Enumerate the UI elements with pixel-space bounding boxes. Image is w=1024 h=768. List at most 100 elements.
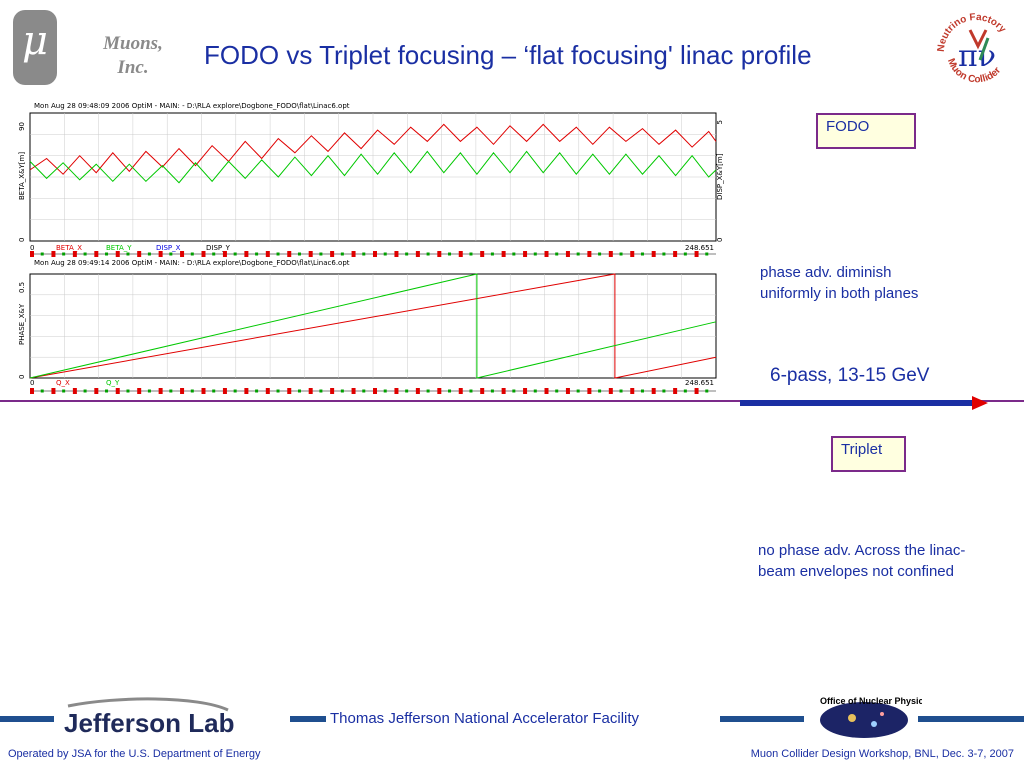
lattice-quad [72, 388, 77, 394]
lattice-element [319, 252, 323, 256]
phase-plot-header: Mon Aug 28 09:49:14 2006 OptiM - MAIN: -… [34, 259, 350, 267]
lattice-element [169, 252, 173, 256]
lattice-quad [158, 251, 163, 257]
lattice-element [405, 389, 409, 393]
lattice-quad [30, 251, 34, 257]
lattice-element [340, 389, 344, 393]
lattice-element [255, 389, 259, 393]
nuclear-physics-logo: Office of Nuclear Physics [820, 696, 922, 738]
lattice-quad [201, 251, 206, 257]
phase-plot: Mon Aug 28 09:49:14 2006 OptiM - MAIN: -… [18, 259, 717, 394]
lattice-quad [608, 251, 613, 257]
lattice-quad [523, 388, 528, 394]
lattice-quad [480, 388, 485, 394]
disp-ymin-label: 0 [716, 238, 724, 242]
lattice-quad [51, 388, 56, 394]
fodo-note-line-1: phase adv. diminish [760, 264, 892, 281]
lattice-quad [694, 251, 699, 257]
lattice-element [340, 252, 344, 256]
lattice-quad [72, 251, 77, 257]
beta-ymin-label: 0 [18, 238, 26, 242]
lattice-quad [330, 388, 335, 394]
lattice-element [512, 252, 516, 256]
legend-q-y: Q_Y [106, 379, 120, 387]
lattice-element [62, 389, 66, 393]
lattice-element [640, 389, 644, 393]
legend-beta-y: BETA_Y [106, 244, 132, 252]
lattice-quad [544, 251, 549, 257]
arrow-icon [740, 396, 988, 410]
lattice-element [576, 252, 580, 256]
phase-y-axis-label: PHASE_X&Y [18, 303, 26, 345]
lattice-element [490, 389, 494, 393]
muons-logo: μ [13, 10, 57, 85]
lattice-quad [501, 251, 506, 257]
lattice-quad [501, 388, 506, 394]
lattice-element [126, 389, 130, 393]
beta-xend-label: 248.651 [685, 244, 714, 252]
lattice-element [512, 389, 516, 393]
lattice-quad [115, 388, 120, 394]
section-divider [0, 400, 1024, 402]
lattice-quad [137, 251, 142, 257]
lattice-quad [351, 388, 356, 394]
lattice-quad [222, 388, 227, 394]
lattice-element [126, 252, 130, 256]
lattice-element [105, 389, 109, 393]
beta-xstart-label: 0 [30, 244, 34, 252]
fodo-note: phase adv. diminish uniformly in both pl… [760, 262, 918, 304]
lattice-element [40, 389, 44, 393]
lattice-quad [51, 251, 56, 257]
footer-bar-left [0, 716, 54, 722]
lattice-quad [30, 388, 34, 394]
lattice-element [469, 252, 473, 256]
lattice-element [83, 389, 87, 393]
beta-plot-grid [30, 113, 716, 241]
beta-ymax-label: 90 [18, 122, 26, 131]
slide-title: FODO vs Triplet focusing – ‘flat focusin… [204, 40, 812, 70]
lattice-element [662, 389, 666, 393]
footer-right-text: Muon Collider Design Workshop, BNL, Dec.… [750, 748, 1014, 760]
triplet-label-box: Triplet [831, 436, 906, 472]
lattice-quad [630, 388, 635, 394]
lattice-quad [265, 251, 270, 257]
lattice-element [147, 252, 151, 256]
fodo-note-line-2: uniformly in both planes [760, 285, 919, 302]
series-beta-y [29, 150, 717, 184]
lattice-quad [394, 251, 399, 257]
disp-ymax-label: 5 [716, 120, 724, 124]
jlab-name: Jefferson Lab [64, 708, 235, 738]
triplet-note: no phase adv. Across the linac- beam env… [758, 540, 965, 582]
lattice-element [319, 389, 323, 393]
lattice-element [705, 389, 709, 393]
onp-text: Office of Nuclear Physics [820, 696, 922, 706]
neutrino-factory-logo: Neutrino Factory Muon Collider πν [936, 12, 1008, 85]
lattice-element [533, 252, 537, 256]
lattice-quad [373, 251, 377, 257]
disp-y-axis-label: DISP_X&Y[m] [716, 153, 724, 200]
lattice-element [362, 389, 366, 393]
lattice-quad [694, 388, 699, 394]
lattice-quad [587, 388, 592, 394]
footer-left-text: Operated by JSA for the U.S. Department … [8, 748, 261, 760]
lattice-element [62, 252, 66, 256]
lattice-element [426, 389, 430, 393]
footer-bar-mid-left [290, 716, 326, 722]
legend-beta-x: BETA_X [56, 244, 82, 252]
lattice-quad [673, 388, 678, 394]
lattice-element [383, 389, 387, 393]
lattice-element [533, 389, 537, 393]
lattice-quad [458, 251, 463, 257]
lattice-quad [222, 251, 227, 257]
lattice-element [662, 252, 666, 256]
lattice-quad [437, 251, 442, 257]
lattice-element [555, 389, 559, 393]
lattice-element [555, 252, 559, 256]
fodo-label-box: FODO [816, 113, 916, 149]
lattice-element [233, 252, 237, 256]
legend-disp-x: DISP_X [156, 244, 181, 252]
lattice-element [469, 389, 473, 393]
lattice-element [233, 389, 237, 393]
lattice-element [255, 252, 259, 256]
lattice-element [448, 389, 452, 393]
